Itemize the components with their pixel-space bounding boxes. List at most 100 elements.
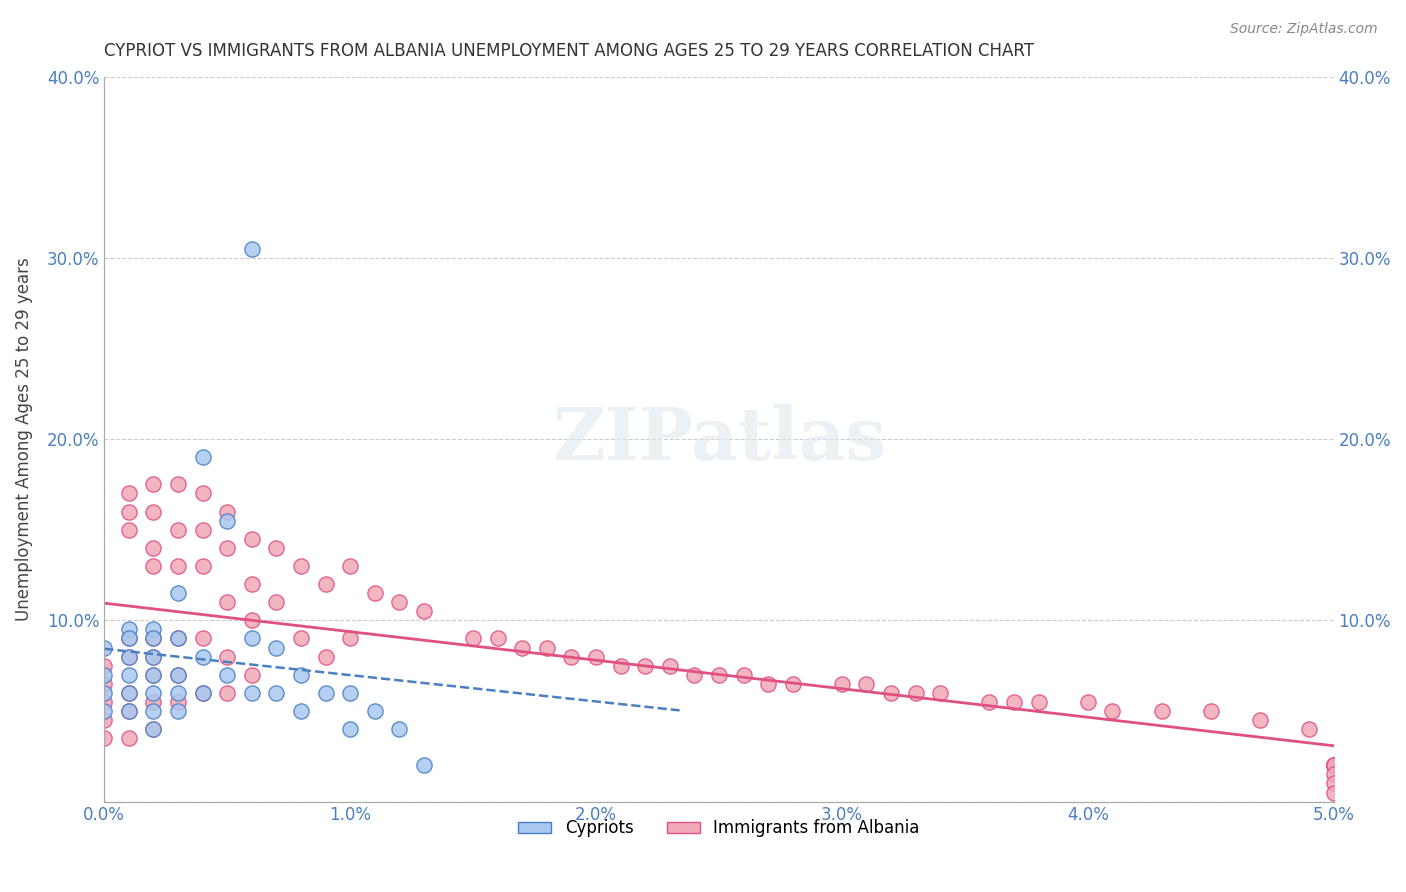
Point [93, 713, 115, 727]
Point [486, 632, 509, 646]
Point [683, 667, 706, 681]
Point [240, 613, 263, 627]
Point [118, 667, 141, 681]
Point [93, 658, 115, 673]
Point [118, 686, 141, 700]
Point [167, 667, 190, 681]
Point [560, 649, 582, 664]
Point [707, 667, 730, 681]
Point [1323, 758, 1346, 772]
Point [118, 623, 141, 637]
Point [266, 686, 288, 700]
Point [93, 677, 115, 691]
Point [240, 686, 263, 700]
Point [142, 541, 165, 555]
Point [118, 632, 141, 646]
Point [536, 640, 558, 655]
Point [191, 486, 214, 500]
Point [167, 667, 190, 681]
Point [118, 704, 141, 718]
Point [658, 658, 681, 673]
Point [782, 677, 804, 691]
Point [142, 649, 165, 664]
Point [240, 667, 263, 681]
Point [412, 604, 434, 618]
Point [142, 558, 165, 573]
Point [118, 704, 141, 718]
Point [388, 722, 411, 736]
Point [118, 632, 141, 646]
Point [118, 649, 141, 664]
Y-axis label: Unemployment Among Ages 25 to 29 years: Unemployment Among Ages 25 to 29 years [15, 257, 32, 621]
Point [167, 632, 190, 646]
Point [1298, 722, 1320, 736]
Point [1323, 767, 1346, 781]
Point [1101, 704, 1123, 718]
Point [142, 667, 165, 681]
Point [142, 667, 165, 681]
Point [609, 658, 631, 673]
Point [240, 577, 263, 591]
Point [167, 558, 190, 573]
Point [93, 667, 115, 681]
Point [191, 686, 214, 700]
Point [339, 686, 361, 700]
Point [1323, 776, 1346, 790]
Point [315, 577, 337, 591]
Point [142, 704, 165, 718]
Point [1323, 785, 1346, 799]
Point [880, 686, 903, 700]
Point [142, 649, 165, 664]
Point [191, 558, 214, 573]
Point [167, 632, 190, 646]
Point [191, 632, 214, 646]
Text: ZIPatlas: ZIPatlas [553, 403, 886, 475]
Text: CYPRIOT VS IMMIGRANTS FROM ALBANIA UNEMPLOYMENT AMONG AGES 25 TO 29 YEARS CORREL: CYPRIOT VS IMMIGRANTS FROM ALBANIA UNEMP… [104, 42, 1035, 60]
Point [167, 477, 190, 491]
Point [388, 595, 411, 609]
Point [118, 686, 141, 700]
Point [118, 486, 141, 500]
Point [93, 686, 115, 700]
Point [1199, 704, 1222, 718]
Point [142, 632, 165, 646]
Point [142, 623, 165, 637]
Point [93, 704, 115, 718]
Point [142, 632, 165, 646]
Point [510, 640, 533, 655]
Point [364, 586, 387, 600]
Text: Source: ZipAtlas.com: Source: ZipAtlas.com [1230, 22, 1378, 37]
Point [979, 695, 1001, 709]
Point [266, 595, 288, 609]
Point [831, 677, 853, 691]
Point [142, 722, 165, 736]
Point [217, 686, 239, 700]
Point [217, 505, 239, 519]
Point [217, 667, 239, 681]
Point [904, 686, 927, 700]
Point [266, 541, 288, 555]
Point [315, 686, 337, 700]
Point [634, 658, 657, 673]
Point [266, 640, 288, 655]
Point [118, 523, 141, 537]
Point [1323, 758, 1346, 772]
Point [142, 695, 165, 709]
Point [142, 477, 165, 491]
Point [167, 586, 190, 600]
Point [733, 667, 755, 681]
Point [1323, 758, 1346, 772]
Point [585, 649, 607, 664]
Point [1249, 713, 1271, 727]
Point [1323, 758, 1346, 772]
Point [167, 704, 190, 718]
Point [240, 632, 263, 646]
Point [191, 686, 214, 700]
Point [290, 632, 312, 646]
Point [290, 704, 312, 718]
Point [118, 649, 141, 664]
Point [1002, 695, 1025, 709]
Point [217, 649, 239, 664]
Point [142, 722, 165, 736]
Point [167, 523, 190, 537]
